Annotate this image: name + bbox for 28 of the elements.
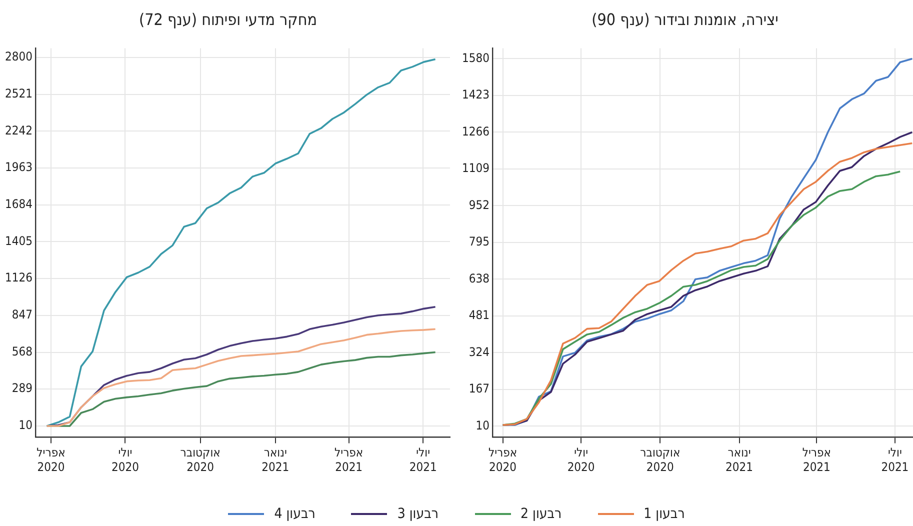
chart-title: יצירה, אומנות ובידור (ענף 90) xyxy=(590,9,780,31)
y-tick-label: 638 xyxy=(468,271,490,286)
legend-label: רבעון 1 xyxy=(644,506,685,522)
y-tick-label: 952 xyxy=(468,198,490,212)
y-tick-label: 10 xyxy=(18,418,33,432)
y-tick-label: 1266 xyxy=(462,124,490,138)
y-tick-label: 289 xyxy=(12,381,33,396)
y-tick-label: 2800 xyxy=(5,50,33,64)
y-tick-label: 10 xyxy=(476,418,490,432)
y-tick-label: 1423 xyxy=(462,88,490,102)
legend-label: רבעון 3 xyxy=(397,506,438,522)
y-tick-label: 1405 xyxy=(5,234,32,248)
y-tick-label: 568 xyxy=(12,344,33,358)
y-tick-label: 847 xyxy=(12,308,32,322)
y-tick-label: 2242 xyxy=(5,123,32,138)
legend-label: רבעון 4 xyxy=(274,506,316,522)
y-tick-label: 167 xyxy=(468,382,490,396)
y-tick-label: 1580 xyxy=(462,50,490,65)
y-tick-label: 2521 xyxy=(5,86,32,100)
y-tick-label: 1963 xyxy=(5,160,32,174)
y-tick-label: 795 xyxy=(468,234,490,249)
y-tick-label: 1126 xyxy=(5,270,33,285)
chart-title: מחקר מדעי ופיתוח (ענף 72) xyxy=(138,9,318,31)
y-tick-label: 481 xyxy=(468,308,490,322)
y-tick-label: 324 xyxy=(468,344,490,359)
legend-label: רבעון 2 xyxy=(520,506,562,522)
y-tick-label: 1109 xyxy=(462,161,490,176)
y-tick-label: 1684 xyxy=(5,196,33,211)
